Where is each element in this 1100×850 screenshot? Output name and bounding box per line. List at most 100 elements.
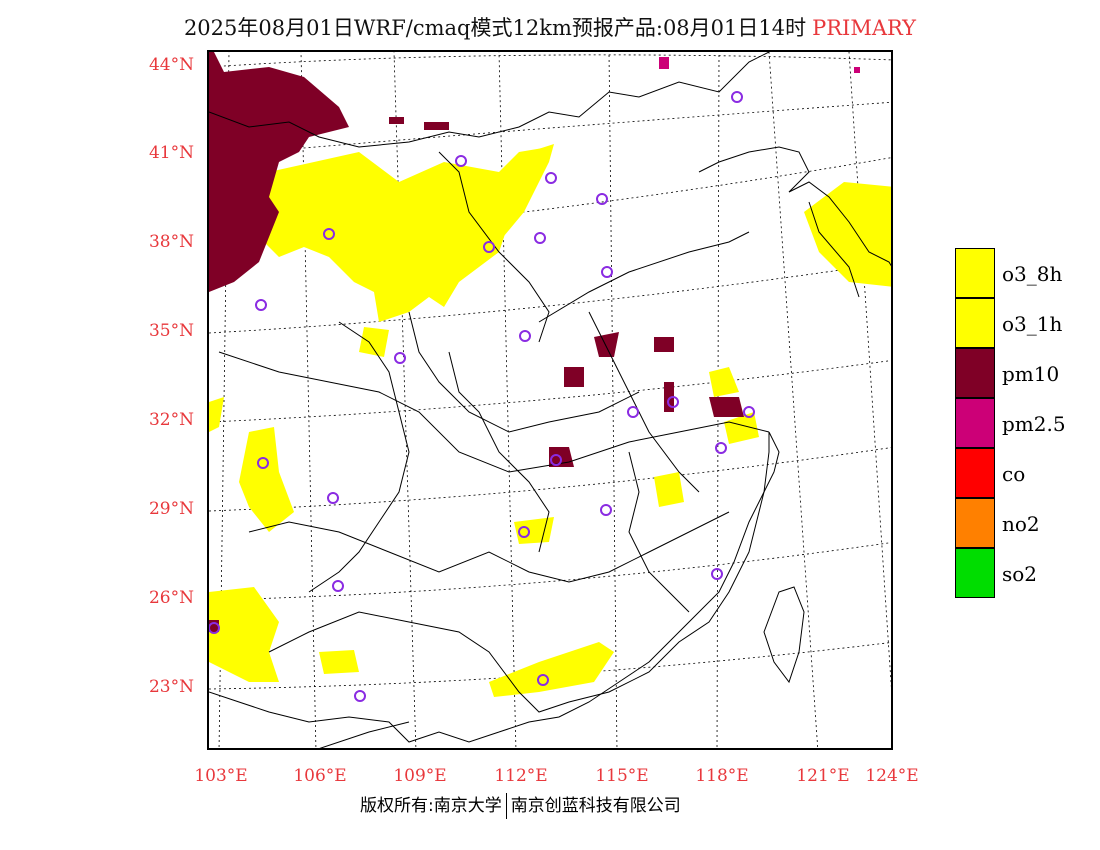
parallel-35	[209, 262, 891, 334]
lat-label-38: 38°N	[148, 232, 194, 252]
map-title: 2025年08月01日WRF/cmaq模式12km预报产品:08月01日14时 P…	[0, 12, 1100, 42]
lon-label-115: 115°E	[595, 766, 649, 786]
legend-swatch	[955, 548, 995, 598]
o3-region-north	[259, 147, 549, 322]
footer-separator	[505, 793, 507, 819]
copyright-footer: 版权所有:南京大学 南京创蓝科技有限公司	[360, 791, 681, 819]
graticule	[209, 52, 891, 748]
station-marker	[394, 352, 406, 364]
lon-label-124: 124°E	[865, 766, 919, 786]
station-marker	[257, 457, 269, 469]
station-marker	[255, 299, 267, 311]
border-south	[248, 511, 730, 583]
borders	[209, 52, 891, 748]
pm10-region-anhui	[594, 332, 619, 357]
border-liaodong	[698, 146, 810, 193]
border-korea	[788, 181, 891, 298]
border-bottom-diag	[319, 721, 410, 748]
o3-region-guangdong	[489, 642, 614, 697]
title-text: 2025年08月01日WRF/cmaq模式12km预报产品:08月01日14时	[183, 16, 807, 40]
o3-region-central-west	[209, 397, 224, 432]
border-jiangxi	[628, 451, 690, 613]
pm25-field	[659, 57, 860, 73]
meridian-124	[848, 52, 891, 689]
pm10-region-shandong	[654, 337, 674, 352]
station-marker	[550, 454, 562, 466]
legend-swatch	[955, 248, 995, 298]
meridian-112	[498, 52, 517, 748]
legend-label: pm10	[1002, 362, 1060, 386]
border-shandong	[538, 231, 750, 323]
border-north	[209, 52, 770, 148]
lon-label-103: 103°E	[194, 766, 248, 786]
legend-swatch	[955, 448, 995, 498]
o3-region-hebei	[499, 144, 554, 242]
legend-swatch	[955, 398, 995, 448]
station-marker	[711, 568, 723, 580]
o3-region-korea	[804, 182, 891, 287]
o3-region-jiangxi	[654, 472, 684, 507]
border-sw	[209, 691, 500, 743]
lat-label-35: 35°N	[148, 321, 194, 341]
station-marker	[534, 232, 546, 244]
station-marker	[323, 228, 335, 240]
parallel-44	[209, 54, 891, 68]
parallel-41	[209, 101, 891, 157]
legend-label: co	[1002, 462, 1026, 486]
o3-field	[209, 144, 891, 697]
parallel-29	[209, 447, 891, 512]
o3-region-guizhou	[319, 650, 359, 674]
legend-label: no2	[1002, 512, 1040, 536]
legend-swatch	[955, 498, 995, 548]
pm10-field	[209, 52, 744, 632]
legend-swatch	[955, 348, 995, 398]
meridian-121	[768, 52, 819, 748]
station-marker	[327, 492, 339, 504]
pm25-region-north	[659, 57, 669, 69]
legend-label: pm2.5	[1002, 412, 1066, 436]
lat-label-44: 44°N	[148, 55, 194, 75]
station-marker	[715, 442, 727, 454]
border-sichuan	[308, 321, 410, 593]
stations	[209, 91, 755, 702]
station-marker	[332, 580, 344, 592]
lat-label-23: 23°N	[148, 677, 194, 697]
border-hubei	[448, 351, 550, 553]
station-marker	[545, 172, 557, 184]
o3-region-shanxi	[359, 327, 389, 357]
o3-region-sichuan	[239, 427, 294, 532]
pm10-region-jiangsu	[664, 382, 674, 412]
meridian-109	[393, 52, 417, 748]
station-marker	[627, 406, 639, 418]
o3-region-shanghai	[724, 412, 759, 444]
parallel-26	[209, 542, 891, 601]
legend-label: o3_8h	[1002, 262, 1063, 286]
station-marker	[519, 330, 531, 342]
pollution-map	[209, 52, 891, 748]
station-marker	[667, 396, 679, 408]
meridian-106	[300, 52, 317, 748]
station-marker	[483, 241, 495, 253]
lon-label-106: 106°E	[293, 766, 347, 786]
parallel-32	[209, 360, 891, 423]
primary-tag: PRIMARY	[812, 16, 917, 40]
lon-label-118: 118°E	[695, 766, 749, 786]
copyright-right: 南京创蓝科技有限公司	[510, 796, 681, 816]
station-marker	[209, 622, 220, 634]
copyright-left: 版权所有:南京大学	[360, 796, 502, 816]
legend-label: so2	[1002, 562, 1038, 586]
lat-label-32: 32°N	[148, 410, 194, 430]
station-marker	[600, 504, 612, 516]
lat-label-29: 29°N	[148, 499, 194, 519]
border-guangxi	[268, 432, 770, 713]
lon-label-112: 112°E	[494, 766, 548, 786]
station-marker	[354, 690, 366, 702]
border-henan	[408, 311, 640, 433]
border-yangtze	[218, 351, 770, 473]
pm10-region-shanghai	[709, 397, 744, 417]
pm25-region-ne	[854, 67, 860, 73]
lon-label-121: 121°E	[796, 766, 850, 786]
station-marker	[743, 406, 755, 418]
border-hebei	[438, 151, 550, 343]
legend-swatch	[955, 298, 995, 348]
